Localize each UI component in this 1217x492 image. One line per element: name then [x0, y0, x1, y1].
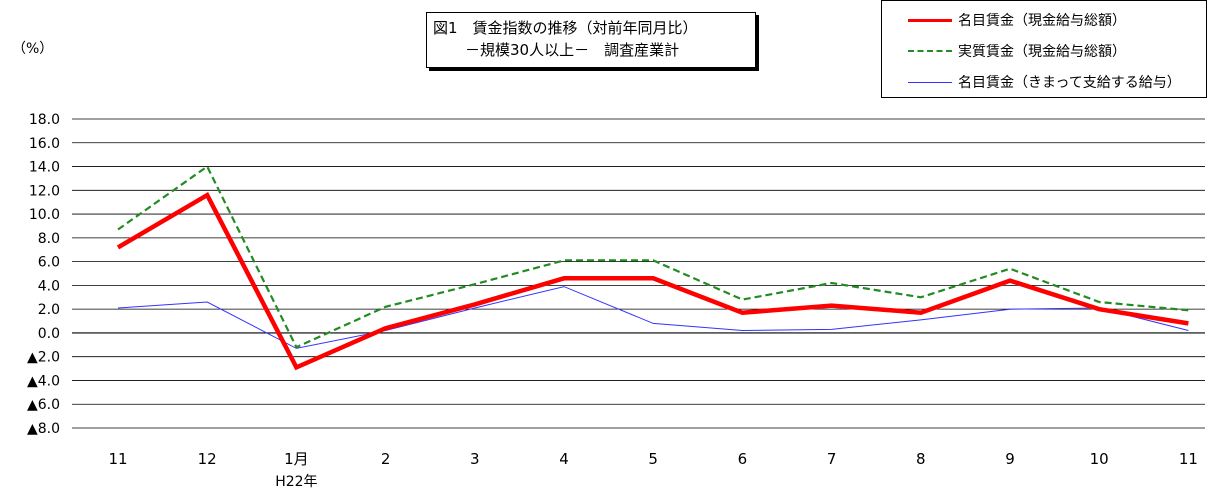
y-axis-ticks: 18.0 16.0 14.0 12.0 10.0 8.0 6.0 4.0 2.0 0.0 ▲2.0 ▲…: [27, 112, 60, 437]
x-tick-label: 2: [381, 450, 391, 468]
legend-label: 実質賃金（現金給与総額）: [958, 44, 1126, 60]
y-tick-label: 6.0: [38, 255, 60, 271]
y-tick-label: 10.0: [29, 207, 60, 223]
y-tick-label: 4.0: [38, 278, 60, 294]
legend: 名目賃金（現金給与総額） 実質賃金（現金給与総額） 名目賃金（きまって支給する給…: [881, 0, 1207, 98]
x-tick-label: 12: [198, 450, 217, 468]
x-tick-label: 11: [1179, 450, 1198, 468]
chart-title-line2: －規模30人以上－ 調査産業計: [465, 41, 680, 59]
legend-swatch: [908, 50, 952, 52]
series-line-0: [116, 191, 1189, 371]
y-tick-label: 12.0: [29, 183, 60, 199]
y-tick-label: ▲8.0: [27, 421, 60, 437]
x-tick-label: 7: [827, 450, 837, 468]
unit-label: （%）: [12, 41, 54, 57]
y-tick-label: 2.0: [38, 302, 60, 318]
y-tick-label: ▲4.0: [27, 373, 60, 389]
y-tick-label: 18.0: [29, 112, 60, 128]
y-tick-label: 8.0: [38, 231, 60, 247]
x-axis-ticks: 11 12 1月 2 3 4 5 6 7 8 9 10 11: [108, 450, 1197, 468]
legend-label: 名目賃金（現金給与総額）: [958, 13, 1126, 29]
x-tick-label: 1月: [284, 450, 309, 468]
legend-swatch: [908, 18, 952, 22]
chart-title-line1: 図1 賃金指数の推移（対前年同月比）: [433, 19, 698, 37]
series-line-2: [117, 286, 1189, 349]
legend-label: 名目賃金（きまって支給する給与）: [958, 75, 1181, 91]
legend-item-real-total: 実質賃金（現金給与総額）: [908, 41, 1126, 61]
legend-item-nominal-total: 名目賃金（現金給与総額）: [908, 10, 1126, 30]
y-tick-label: 16.0: [29, 136, 60, 152]
x-tick-label: 3: [470, 450, 480, 468]
series-line-1: [117, 164, 1189, 349]
grid-lines: [72, 118, 1205, 429]
y-tick-label: 0.0: [38, 326, 60, 342]
x-tick-label: 6: [738, 450, 748, 468]
x-tick-label: 8: [916, 450, 926, 468]
year-label: H22年: [275, 474, 317, 490]
x-tick-label: 11: [108, 450, 127, 468]
y-tick-label: 14.0: [29, 160, 60, 176]
x-tick-label: 10: [1090, 450, 1109, 468]
y-tick-label: ▲6.0: [27, 397, 60, 413]
x-tick-label: 9: [1005, 450, 1015, 468]
series-lines: [116, 164, 1189, 371]
legend-swatch: [908, 81, 952, 83]
y-tick-label: ▲2.0: [27, 350, 60, 366]
legend-item-nominal-regular: 名目賃金（きまって支給する給与）: [908, 72, 1181, 92]
x-tick-label: 5: [648, 450, 658, 468]
x-tick-label: 4: [559, 450, 569, 468]
chart-title: 図1 賃金指数の推移（対前年同月比） －規模30人以上－ 調査産業計: [426, 12, 756, 68]
